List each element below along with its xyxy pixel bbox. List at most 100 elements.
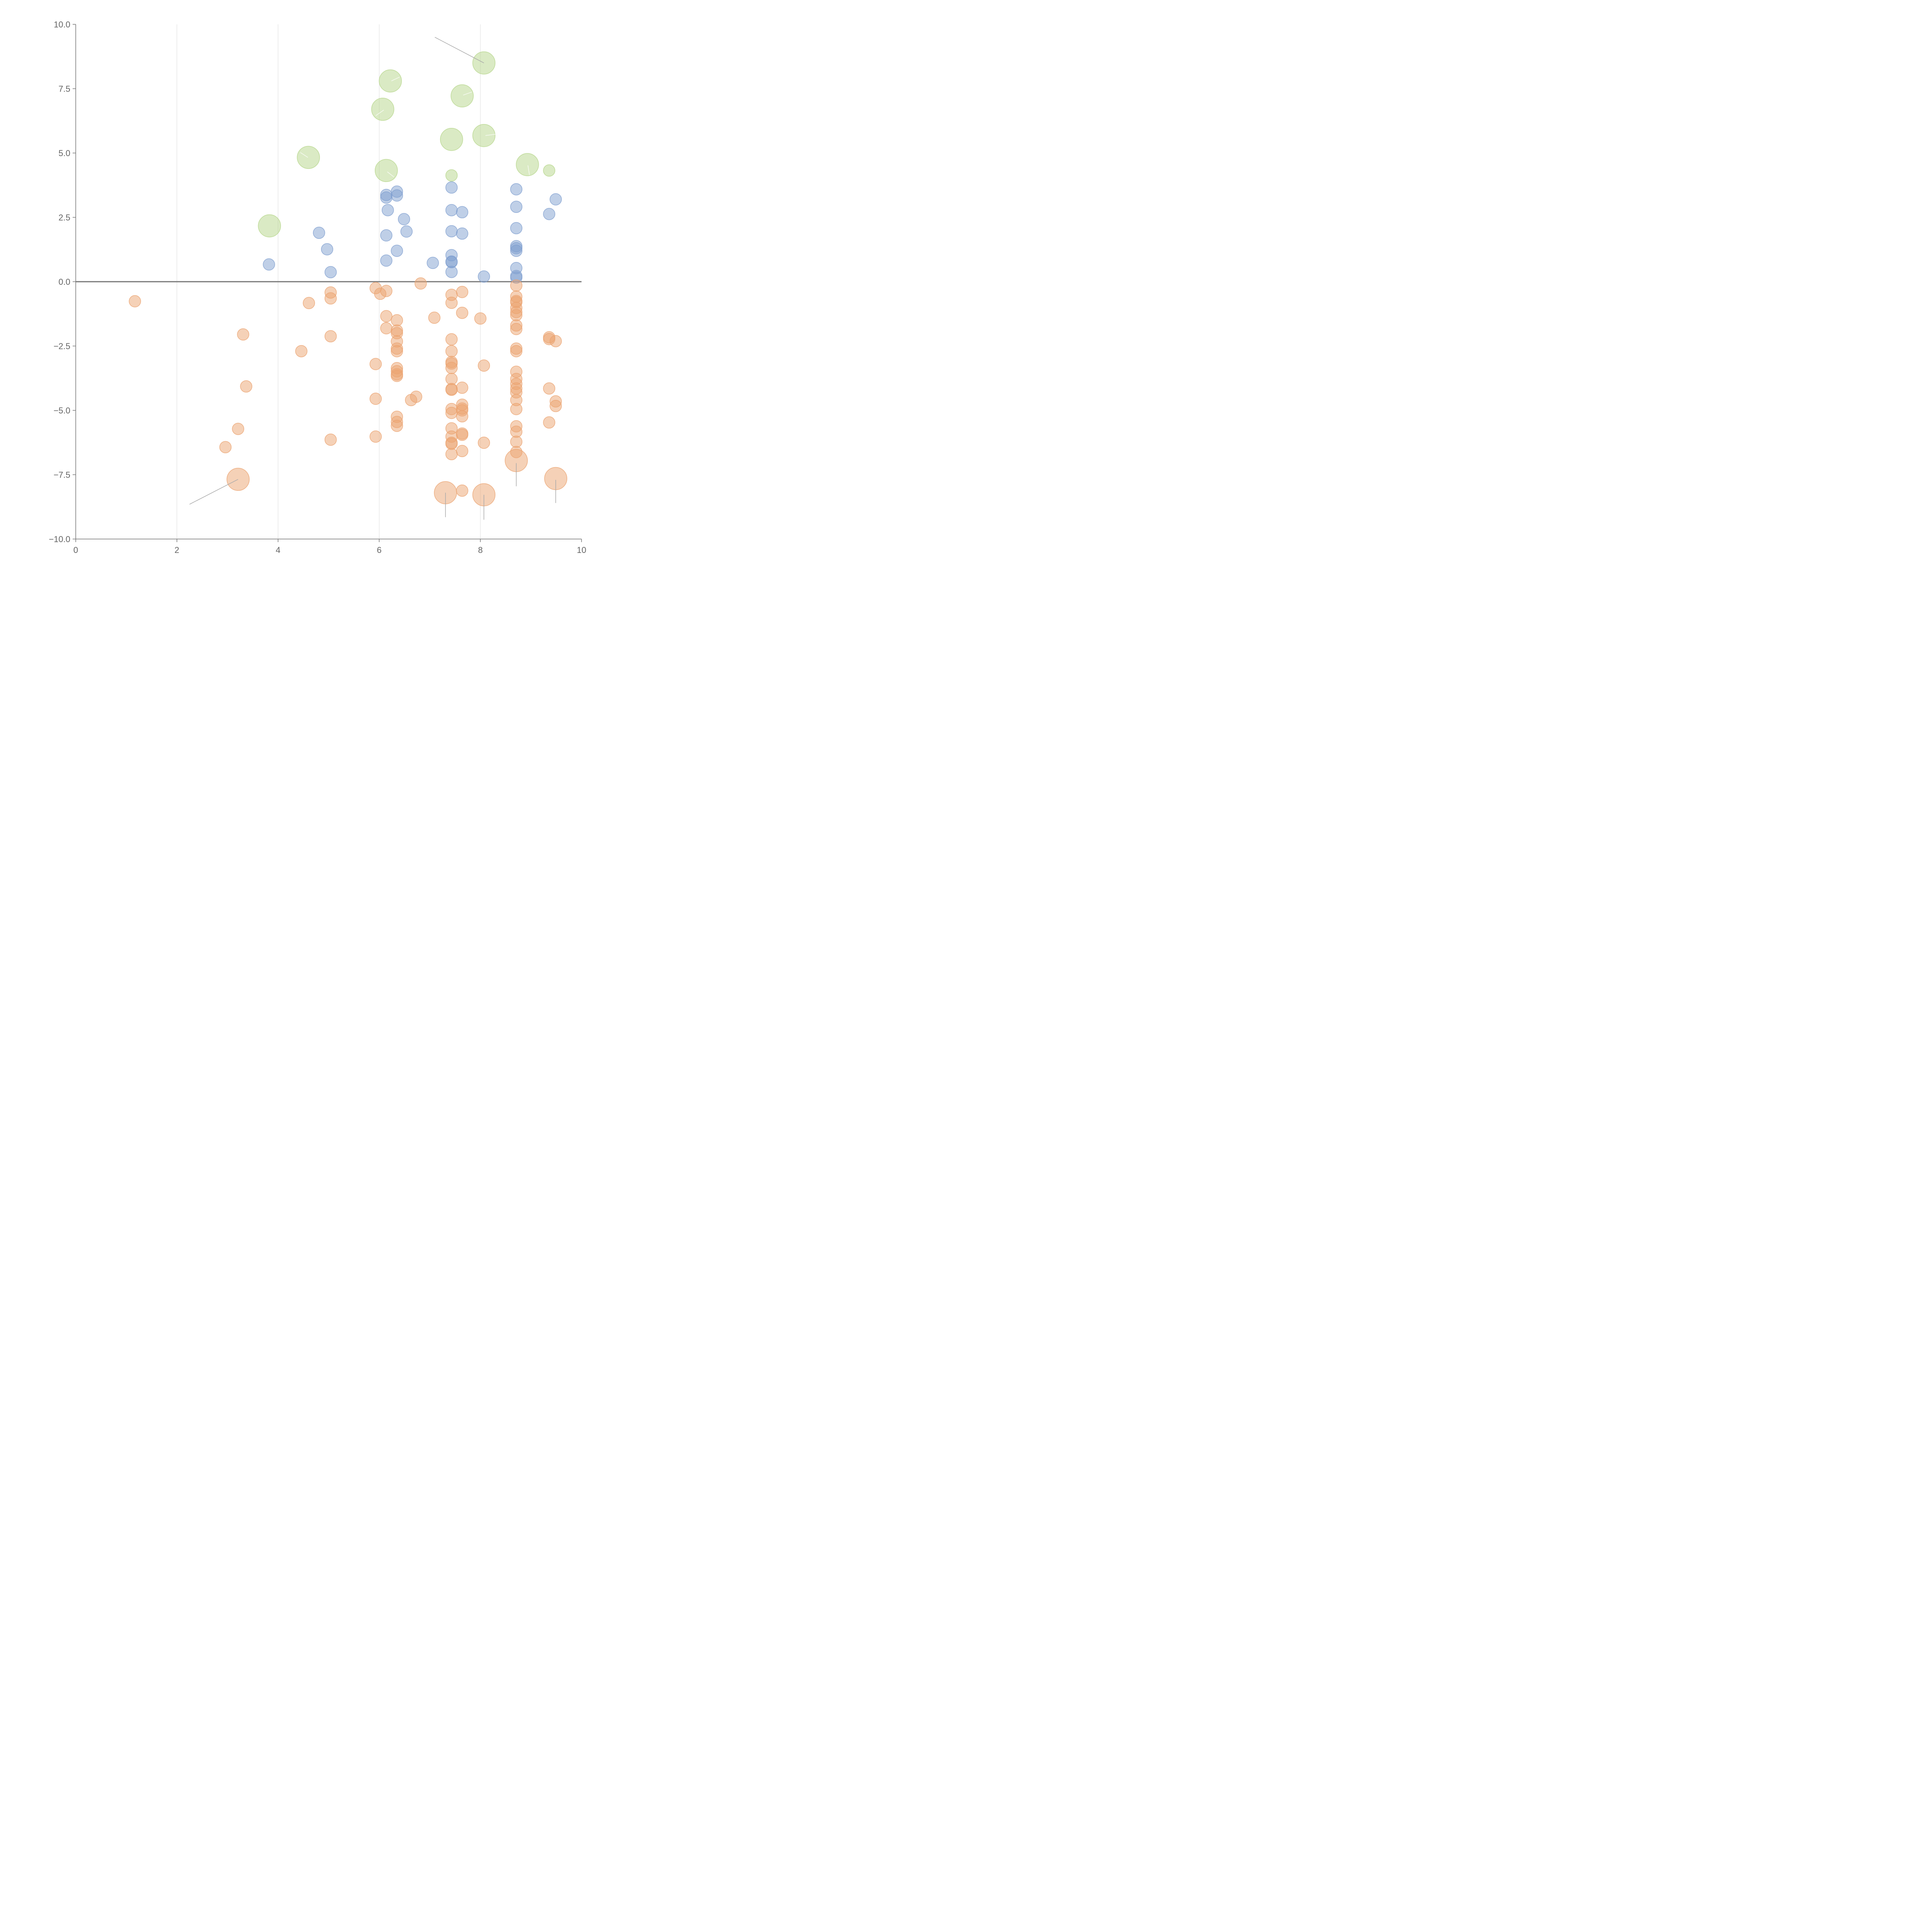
blue-point xyxy=(381,204,394,216)
orange-point xyxy=(232,423,244,435)
blue-point xyxy=(510,183,522,196)
blue-point xyxy=(380,191,393,204)
orange-point xyxy=(549,400,562,412)
orange-point xyxy=(369,430,382,443)
orange-point xyxy=(219,441,232,453)
blue-point xyxy=(543,208,555,220)
orange-point xyxy=(369,358,382,370)
y-tick-label: 2.5 xyxy=(58,213,70,223)
orange-point xyxy=(543,416,555,429)
blue-point xyxy=(263,258,275,271)
orange-point xyxy=(456,445,468,457)
orange-point xyxy=(478,437,490,449)
orange-point xyxy=(324,292,337,305)
orange-point xyxy=(445,345,458,357)
orange-point xyxy=(380,285,393,297)
green-point xyxy=(445,169,458,182)
blue-point xyxy=(478,270,490,283)
inner-leader-line xyxy=(485,134,496,136)
orange-point xyxy=(324,434,337,446)
data-points xyxy=(129,51,567,507)
y-tick-label: 5.0 xyxy=(58,148,70,158)
y-tick-label: 7.5 xyxy=(58,84,70,94)
blue-point xyxy=(549,193,562,206)
blue-point xyxy=(445,225,458,238)
blue-point xyxy=(445,204,458,216)
blue-point xyxy=(391,245,403,257)
orange-point xyxy=(391,370,403,382)
green-point xyxy=(516,153,539,176)
axes: 0 2 4 6 8 10 10.0 7.5 5.0 2.5 0.0 −2.5 −5.0 −7.5 −10.0 xyxy=(49,20,586,555)
orange-point xyxy=(295,345,308,357)
x-tick-label: 6 xyxy=(377,545,381,555)
blue-point xyxy=(427,257,439,269)
blue-point xyxy=(456,206,468,218)
orange-point xyxy=(129,295,141,308)
orange-point xyxy=(380,310,393,322)
blue-point xyxy=(321,243,333,255)
y-tick-label: −2.5 xyxy=(54,342,70,351)
inner-leader-line xyxy=(300,152,308,158)
orange-point xyxy=(428,311,440,324)
orange-point xyxy=(240,380,252,393)
blue-point xyxy=(510,245,522,257)
inner-leader-line xyxy=(527,165,530,175)
blue-point xyxy=(398,213,410,225)
blue-point xyxy=(400,225,413,238)
x-tick-label: 8 xyxy=(478,545,483,555)
green-point xyxy=(371,98,395,121)
green-point xyxy=(472,124,496,147)
orange-point xyxy=(445,362,458,374)
orange-point xyxy=(303,297,315,310)
orange-point xyxy=(456,306,468,319)
orange-point xyxy=(445,437,458,450)
orange-point xyxy=(391,420,403,432)
blue-point xyxy=(313,226,325,239)
green-point xyxy=(440,128,463,151)
orange-point xyxy=(414,277,427,290)
y-tick-label: −10.0 xyxy=(49,534,70,544)
blue-point xyxy=(324,266,337,279)
orange-point xyxy=(445,333,458,345)
green-point xyxy=(374,159,398,182)
green-point xyxy=(297,146,320,169)
orange-point xyxy=(445,383,458,396)
orange-point xyxy=(478,359,490,372)
orange-point xyxy=(445,296,458,309)
inner-leader-line xyxy=(387,172,394,177)
y-tick-label: −5.0 xyxy=(54,406,70,415)
orange-point xyxy=(324,330,337,342)
leader-lines xyxy=(189,37,556,520)
x-tick-label: 4 xyxy=(276,545,280,555)
leader-line xyxy=(189,479,238,505)
orange-point xyxy=(456,485,468,497)
y-tick-label: −7.5 xyxy=(54,470,70,480)
orange-point xyxy=(510,279,522,292)
orange-point xyxy=(445,448,458,460)
orange-point xyxy=(456,410,468,423)
x-tick-label: 0 xyxy=(73,545,78,555)
green-point xyxy=(543,164,555,177)
y-tick-label: 10.0 xyxy=(54,20,70,29)
scatter-chart: 0 2 4 6 8 10 10.0 7.5 5.0 2.5 0.0 −2.5 −5.0 −7.5 −10.0 xyxy=(49,20,586,555)
orange-point xyxy=(456,381,468,394)
green-point xyxy=(258,214,281,238)
orange-point xyxy=(410,390,422,403)
green-point xyxy=(451,84,474,107)
orange-point xyxy=(391,345,403,357)
orange-point xyxy=(456,429,468,441)
orange-point xyxy=(510,345,522,357)
orange-point xyxy=(510,309,522,321)
y-tick-label: 0.0 xyxy=(58,277,70,287)
orange-point xyxy=(237,328,250,341)
blue-point xyxy=(510,201,522,213)
orange-point xyxy=(510,435,522,448)
inner-leader-line xyxy=(463,92,472,95)
leader-line xyxy=(435,37,484,63)
orange-point xyxy=(380,322,393,335)
inner-leader-line xyxy=(391,77,400,82)
blue-point xyxy=(380,229,393,242)
orange-point xyxy=(474,312,486,325)
blue-point xyxy=(380,254,393,267)
orange-point xyxy=(456,286,468,298)
